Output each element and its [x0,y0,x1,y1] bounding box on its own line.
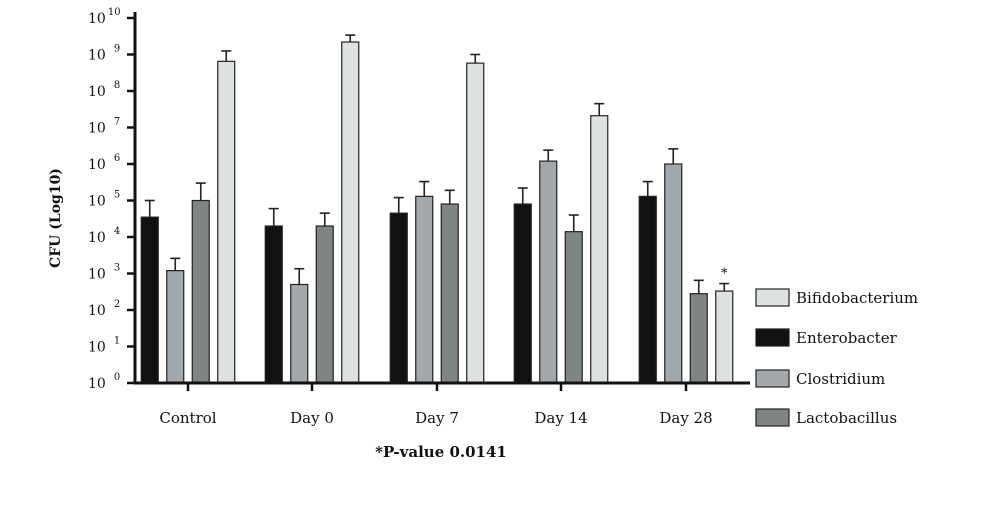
legend-label-enterobacter: Enterobacter [796,329,898,347]
error-bars [144,34,730,294]
y-tick-label: 10 8 [88,80,120,100]
y-tick-label: 10 0 [88,372,120,392]
y-tick-label: 10 5 [88,190,120,210]
bar-lactobacillus-day-7 [440,203,459,384]
bar-enterobacter-control [140,216,159,384]
y-axis-title: CFU (Log10) [48,168,64,268]
legend-swatch-bifidobacterium [755,288,790,307]
y-tick-label: 10 7 [88,117,120,137]
footnote: *P-value 0.0141 [375,443,507,461]
y-tick-label: 10 3 [88,263,120,283]
bar-clostridium-day-7 [415,195,434,384]
bar-bifidobacterium-day-28 [715,290,734,384]
category-label-day-28: Day 28 [659,409,712,427]
bar-bifidobacterium-control [217,60,236,384]
bar-enterobacter-day-7 [389,212,408,384]
category-labels: Control Day 0 Day 7 Day 14 Day 28 [159,409,712,427]
x-axis-ticks [186,383,688,391]
bar-bifidobacterium-day-0 [341,41,360,384]
legend-swatch-clostridium [755,369,790,388]
category-label-day-14: Day 14 [534,409,587,427]
legend-swatch-lactobacillus [755,408,790,427]
category-label-day-0: Day 0 [290,409,334,427]
legend-label-bifidobacterium: Bifidobacterium [796,289,918,307]
bar-bifidobacterium-day-7 [466,62,485,384]
bar-clostridium-control [166,270,185,384]
y-tick-label: 10 6 [88,153,120,173]
bar-lactobacillus-day-0 [315,225,334,384]
annotations: * [721,267,728,282]
bar-clostridium-day-0 [290,283,309,384]
bar-enterobacter-day-14 [513,203,532,384]
legend: Bifidobacterium Enterobacter Clostridium La… [755,288,918,427]
category-label-day-7: Day 7 [415,409,459,427]
bar-lactobacillus-control [191,199,210,384]
y-tick-label: 10 10 [88,7,121,27]
y-tick-label: 10 1 [88,336,120,356]
significance-marker: * [721,267,728,282]
y-tick-label: 10 4 [88,226,120,246]
legend-label-clostridium: Clostridium [796,370,885,388]
legend-swatch-enterobacter [755,328,790,347]
bar-enterobacter-day-28 [638,195,657,384]
y-tick-label: 10 9 [88,44,120,64]
bar-clostridium-day-14 [539,160,558,384]
bar-lactobacillus-day-28 [689,293,708,384]
y-tick-label: 10 2 [88,299,120,319]
bar-enterobacter-day-0 [264,225,283,384]
bar-lactobacillus-day-14 [564,231,583,384]
bar-bifidobacterium-day-14 [590,115,609,384]
bars [140,41,734,384]
legend-label-lactobacillus: Lactobacillus [796,409,897,427]
category-label-control: Control [159,409,216,427]
bar-clostridium-day-28 [664,163,683,384]
